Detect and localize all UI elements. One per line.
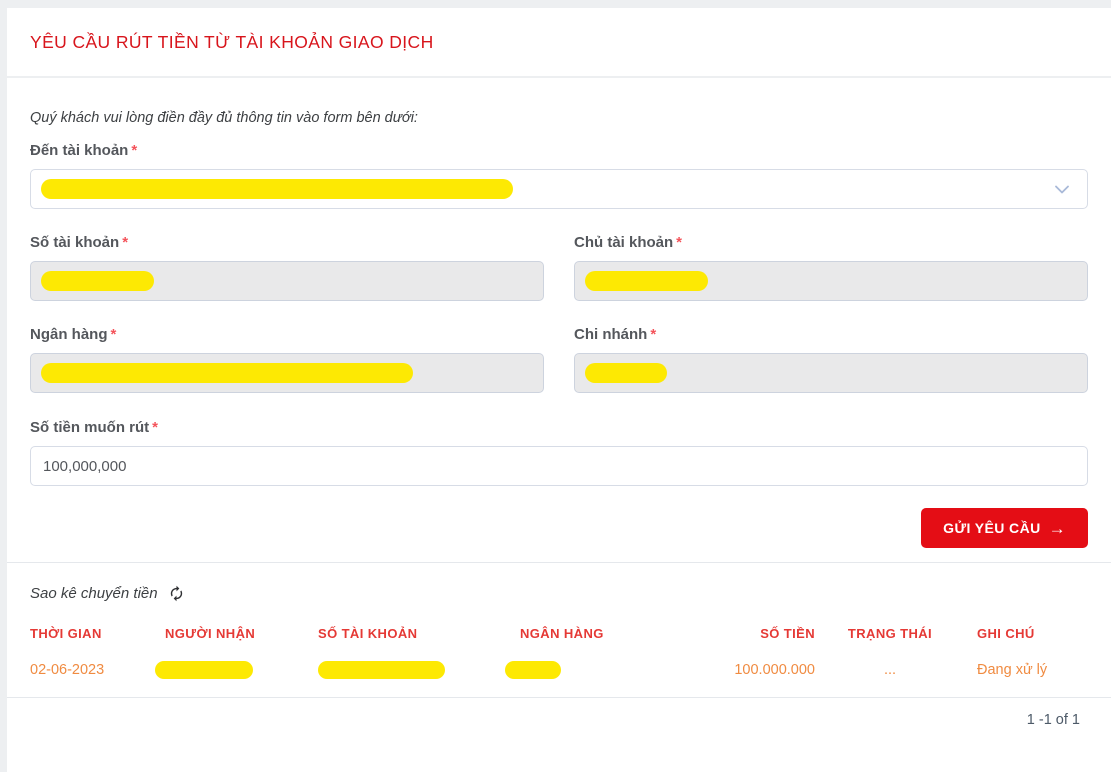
amount-field: Số tiền muốn rút * <box>30 419 1088 486</box>
refresh-icon[interactable] <box>168 585 185 602</box>
redacted-value <box>318 661 445 679</box>
bank-field: Ngân hàng * <box>30 326 544 393</box>
withdrawal-form-card: Quý khách vui lòng điền đầy đủ thông tin… <box>7 78 1111 772</box>
required-asterisk: * <box>110 326 117 343</box>
cell-account-number <box>318 661 520 679</box>
bank-label: Ngân hàng * <box>30 326 117 343</box>
section-divider <box>7 562 1111 563</box>
to-account-select[interactable] <box>30 169 1088 209</box>
required-asterisk: * <box>152 419 159 436</box>
arrow-right-icon: → <box>1048 518 1066 538</box>
branch-label: Chi nhánh * <box>574 326 657 343</box>
account-holder-field: Chủ tài khoản * <box>574 234 1088 301</box>
statement-title: Sao kê chuyển tiền <box>30 585 158 602</box>
submit-request-button[interactable]: GỬI YÊU CẦU → <box>921 508 1088 548</box>
pagination-label: 1 -1 of 1 <box>1026 712 1080 728</box>
column-header: SỐ TIỀN <box>760 626 815 641</box>
branch-input <box>574 353 1088 393</box>
column-header: NGƯỜI NHẬN <box>165 626 256 641</box>
to-account-label: Đến tài khoản * <box>30 142 138 159</box>
table-divider <box>7 697 1111 698</box>
required-asterisk: * <box>650 326 657 343</box>
cell-amount: 100.000.000 <box>734 662 815 678</box>
page-header: YÊU CẦU RÚT TIỀN TỪ TÀI KHOẢN GIAO DỊCH <box>7 8 1111 76</box>
cell-receiver <box>155 661 318 679</box>
column-header: NGÂN HÀNG <box>520 626 604 641</box>
redacted-value <box>41 271 154 291</box>
account-holder-label: Chủ tài khoản * <box>574 234 683 251</box>
cell-bank <box>505 661 690 679</box>
cell-note: Đang xử lý <box>977 662 1048 678</box>
to-account-field: Đến tài khoản * <box>30 142 1088 209</box>
redacted-value <box>155 661 253 679</box>
redacted-value <box>505 661 561 679</box>
column-header: SỐ TÀI KHOẢN <box>318 626 418 641</box>
column-header: THỜI GIAN <box>30 626 102 641</box>
bank-input <box>30 353 544 393</box>
required-asterisk: * <box>122 234 129 251</box>
cell-time: 02-06-2023 <box>30 662 105 678</box>
column-header: TRẠNG THÁI <box>847 626 933 641</box>
submit-button-label: GỬI YÊU CẦU <box>943 520 1041 536</box>
statement-table-header: THỜI GIAN NGƯỜI NHẬN SỐ TÀI KHOẢN NGÂN H… <box>30 626 1088 641</box>
required-asterisk: * <box>676 234 683 251</box>
branch-field: Chi nhánh * <box>574 326 1088 393</box>
amount-label: Số tiền muốn rút * <box>30 419 159 436</box>
table-row: 02-06-2023 100.000.000 ... Đang xử lý <box>30 661 1088 697</box>
amount-input[interactable] <box>30 446 1088 486</box>
redacted-value <box>41 179 513 199</box>
redacted-value <box>41 363 413 383</box>
chevron-down-icon <box>1055 181 1069 198</box>
required-asterisk: * <box>131 142 138 159</box>
page-title: YÊU CẦU RÚT TIỀN TỪ TÀI KHOẢN GIAO DỊCH <box>30 31 434 52</box>
account-number-field: Số tài khoản * <box>30 234 544 301</box>
account-holder-input <box>574 261 1088 301</box>
cell-status: ... <box>883 662 897 678</box>
form-instruction: Quý khách vui lòng điền đầy đủ thông tin… <box>30 110 418 126</box>
account-number-label: Số tài khoản * <box>30 234 129 251</box>
redacted-value <box>585 363 667 383</box>
account-number-input <box>30 261 544 301</box>
redacted-value <box>585 271 708 291</box>
column-header: GHI CHÚ <box>977 626 1035 641</box>
